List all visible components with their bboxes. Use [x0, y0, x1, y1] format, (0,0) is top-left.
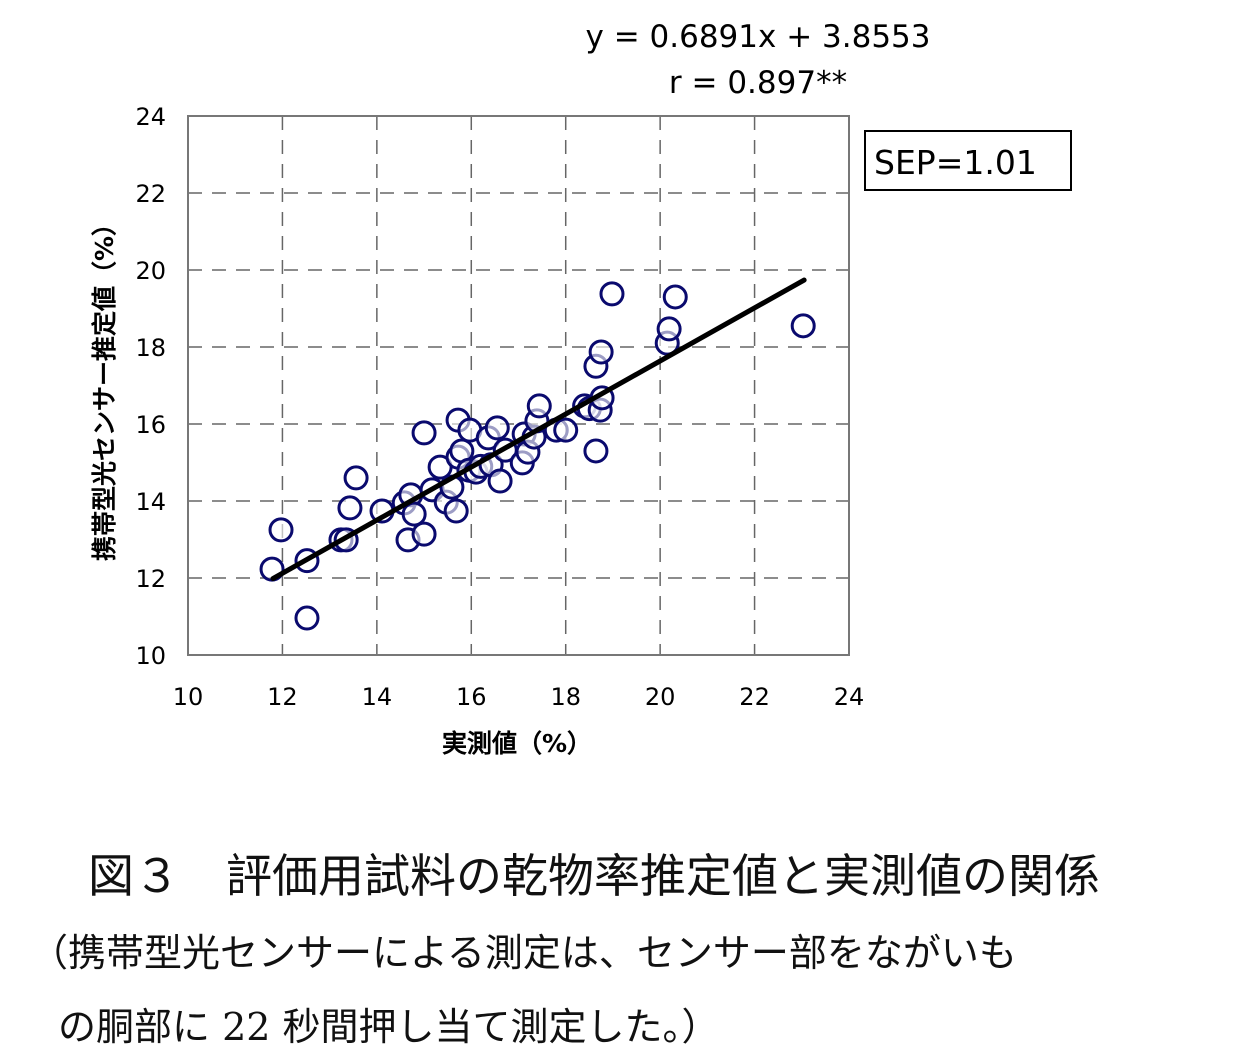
grid-lines — [188, 116, 849, 655]
x-axis-label: 実測値（%） — [442, 729, 592, 758]
y-tick-label: 24 — [135, 103, 166, 131]
x-tick-label: 14 — [362, 683, 393, 711]
data-point — [487, 468, 513, 494]
data-point — [662, 284, 688, 310]
x-tick-label: 12 — [267, 683, 298, 711]
data-point — [411, 521, 437, 547]
data-point — [401, 501, 427, 527]
data-point — [553, 417, 579, 443]
r-label: r = 0.897** — [669, 65, 847, 101]
x-tick-label: 24 — [834, 683, 865, 711]
y-tick-label: 14 — [135, 488, 166, 516]
y-tick-label: 12 — [135, 565, 166, 593]
x-tick-label: 18 — [550, 683, 581, 711]
data-point — [526, 393, 552, 419]
y-tick-label: 18 — [135, 334, 166, 362]
data-point — [343, 465, 369, 491]
y-axis-label: 携帯型光センサー推定値（%） — [90, 211, 119, 561]
regression-line — [270, 277, 807, 582]
data-point — [484, 415, 510, 441]
data-point — [268, 517, 294, 543]
x-tick-label: 20 — [645, 683, 676, 711]
data-point — [588, 339, 614, 365]
data-point — [790, 313, 816, 339]
plot-area-frame — [187, 115, 850, 656]
y-tick-label: 22 — [135, 180, 166, 208]
data-point — [337, 495, 363, 521]
data-points — [259, 281, 816, 631]
data-point — [294, 605, 320, 631]
x-tick-label: 10 — [173, 683, 204, 711]
sep-label: SEP=1.01 — [874, 143, 1037, 182]
figure-note-line-2: の胴部に 22 秒間押し当て測定した。） — [58, 1005, 720, 1049]
data-point — [599, 281, 625, 307]
y-tick-label: 16 — [135, 411, 166, 439]
figure-note-line-1: （携帯型光センサーによる測定は、センサー部をながいも — [30, 931, 1017, 975]
data-point — [411, 420, 437, 446]
data-point — [656, 316, 682, 342]
figure-caption: 図３ 評価用試料の乾物率推定値と実測値の関係 — [88, 849, 1100, 903]
data-point — [443, 498, 469, 524]
scatter-chart: 10 12 14 16 18 20 22 24 10 12 14 16 18 20 22 24 y = 0.6… — [90, 19, 1072, 758]
y-tick-label: 20 — [135, 257, 166, 285]
x-tick-label: 22 — [739, 683, 770, 711]
equation-label: y = 0.6891x + 3.8553 — [586, 19, 931, 55]
x-tick-label: 16 — [456, 683, 487, 711]
y-tick-label: 10 — [135, 642, 166, 670]
data-point — [583, 438, 609, 464]
sep-box — [864, 130, 1072, 191]
